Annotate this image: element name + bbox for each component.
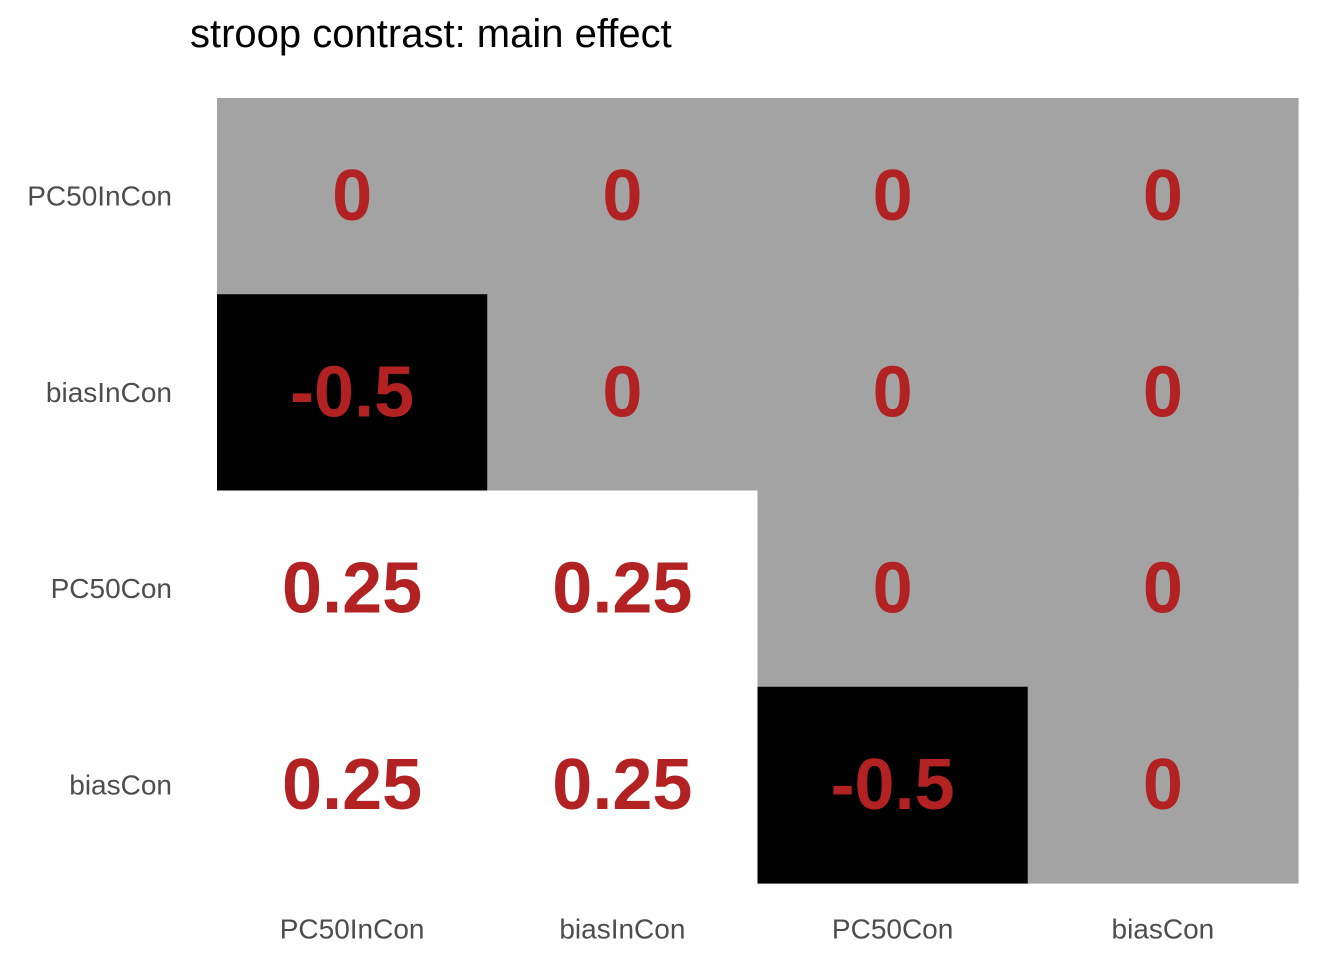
heatmap-cell bbox=[1027, 294, 1299, 492]
heatmap-cell bbox=[487, 294, 759, 492]
heatmap-cell-value: 0 bbox=[1143, 156, 1183, 236]
heatmap-cell-value: 0 bbox=[873, 549, 913, 629]
heatmap-cell bbox=[1027, 490, 1299, 688]
heatmap-cell bbox=[217, 98, 488, 295]
y-tick-label: biasInCon bbox=[46, 377, 172, 408]
heatmap-cell-labels: 0 0 0 0 -0.5 0 0 0 0.25 0.25 0 0 0.25 0.25 -0.5 0 bbox=[282, 156, 1183, 825]
heatmap-cell-value: 0 bbox=[1143, 745, 1183, 825]
heatmap-cell bbox=[487, 490, 759, 688]
heatmap-cell bbox=[757, 490, 1029, 688]
y-axis-tick-labels: PC50InCon biasInCon PC50Con biasCon bbox=[27, 181, 172, 801]
heatmap-cell-value: -0.5 bbox=[831, 745, 955, 825]
heatmap-cell-value: -0.5 bbox=[290, 352, 414, 432]
chart-title: stroop contrast: main effect bbox=[190, 12, 672, 56]
heatmap-cell bbox=[1027, 686, 1299, 884]
heatmap-cell-value: 0.25 bbox=[282, 549, 422, 629]
x-tick-label: biasCon bbox=[1112, 914, 1215, 945]
heatmap-cell bbox=[1027, 98, 1299, 295]
heatmap-cell-value: 0 bbox=[873, 156, 913, 236]
heatmap-cell-value: 0.25 bbox=[282, 745, 422, 825]
heatmap-cell bbox=[757, 98, 1029, 295]
y-tick-label: PC50InCon bbox=[27, 181, 172, 212]
heatmap-cell-value: 0 bbox=[1143, 352, 1183, 432]
heatmap-cell-value: 0 bbox=[873, 352, 913, 432]
y-tick-label: biasCon bbox=[69, 769, 172, 800]
heatmap-cell-value: 0 bbox=[602, 352, 642, 432]
heatmap-cell-value: 0.25 bbox=[552, 745, 692, 825]
heatmap-cell bbox=[217, 490, 488, 688]
heatmap-cell-value: 0 bbox=[602, 156, 642, 236]
heatmap-cell bbox=[217, 686, 488, 884]
x-tick-label: biasInCon bbox=[559, 914, 685, 945]
heatmap-cell bbox=[217, 294, 488, 492]
heatmap-cell-value: 0 bbox=[332, 156, 372, 236]
heatmap-cell bbox=[757, 294, 1029, 492]
heatmap-cell bbox=[487, 686, 759, 884]
x-axis-tick-labels: PC50InCon biasInCon PC50Con biasCon bbox=[280, 914, 1215, 945]
y-tick-label: PC50Con bbox=[51, 573, 172, 604]
heatmap-cell bbox=[487, 98, 759, 295]
heatmap-cell bbox=[757, 686, 1029, 884]
x-tick-label: PC50InCon bbox=[280, 914, 425, 945]
heatmap-cells bbox=[217, 98, 1299, 884]
heatmap-cell-value: 0.25 bbox=[552, 549, 692, 629]
heatmap-cell-value: 0 bbox=[1143, 549, 1183, 629]
x-tick-label: PC50Con bbox=[832, 914, 953, 945]
